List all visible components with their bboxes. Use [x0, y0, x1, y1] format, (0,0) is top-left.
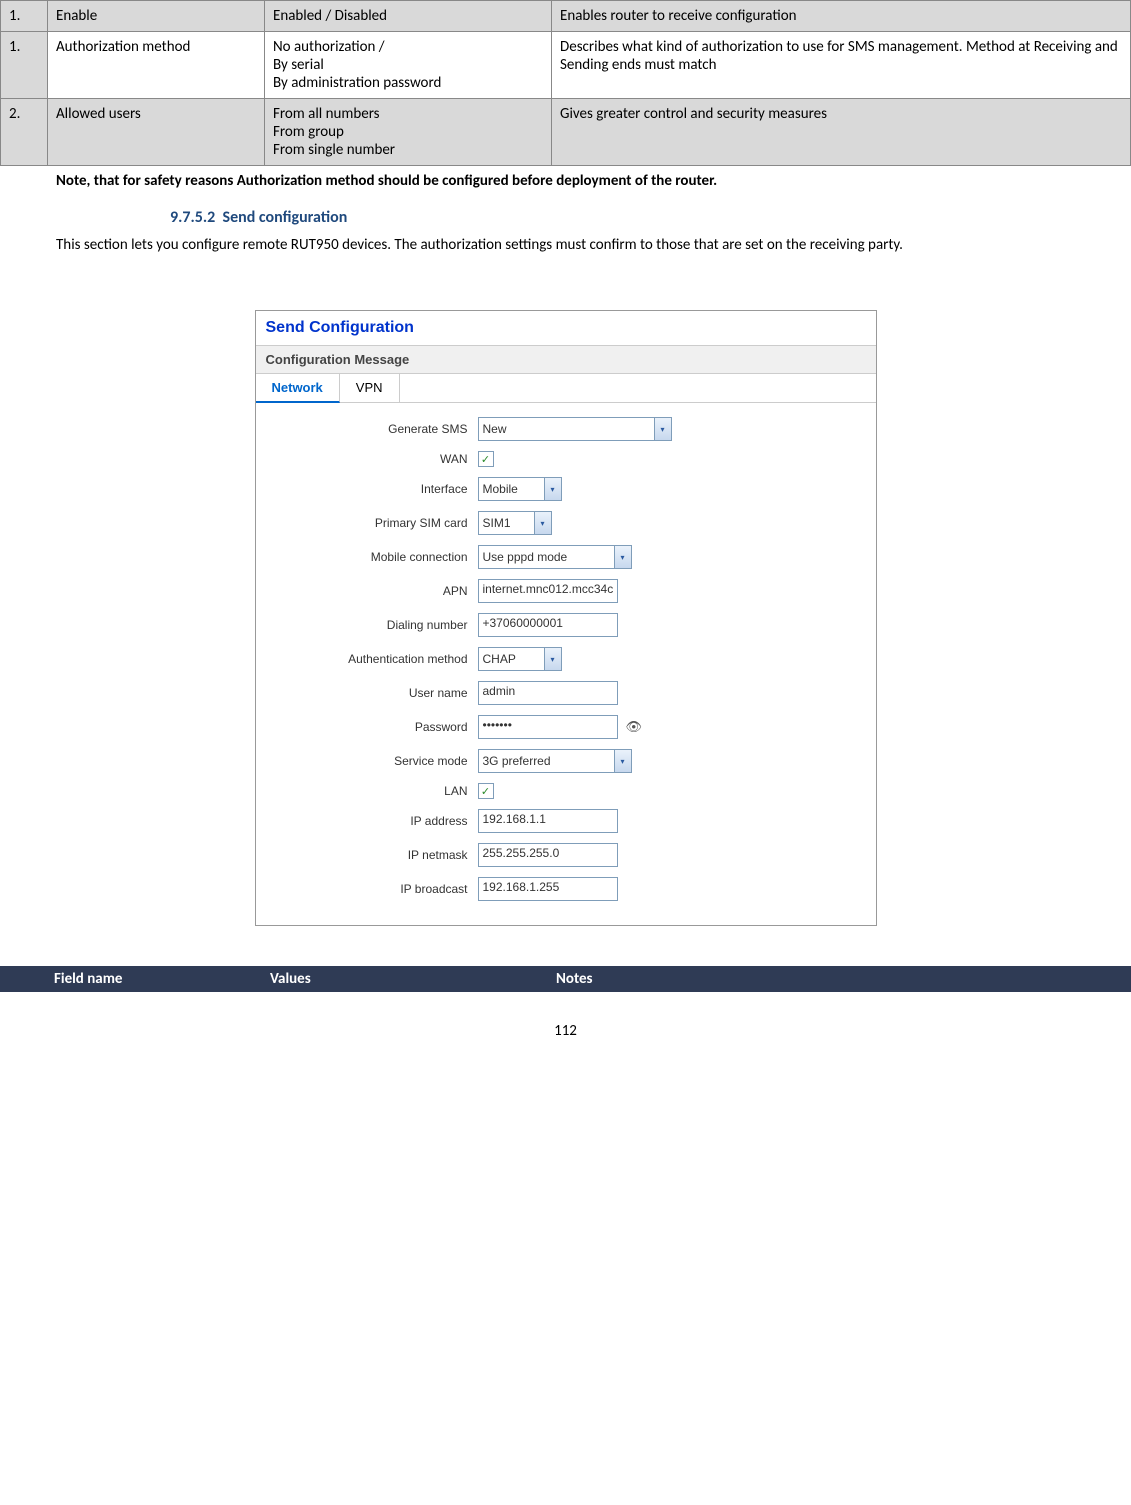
control-cell-username: admin — [478, 681, 618, 705]
panel-title: Send Configuration — [256, 311, 876, 346]
section-body-text: This section lets you configure remote R… — [0, 231, 1131, 260]
table-cell: Authorization method — [48, 32, 265, 99]
select-mobileConn[interactable]: Use pppd mode — [478, 545, 632, 569]
form-row-serviceMode: Service mode3G preferred▾ — [268, 749, 864, 773]
chevron-down-icon: ▾ — [614, 546, 631, 568]
control-cell-wan: ✓ — [478, 451, 494, 467]
label-lan: LAN — [268, 784, 478, 798]
table-row: 2.Allowed usersFrom all numbers From gro… — [1, 99, 1131, 166]
table-row: 1.Authorization methodNo authorization /… — [1, 32, 1131, 99]
header-col-notes: Notes — [548, 966, 1131, 992]
table-cell: 1. — [1, 32, 48, 99]
input-ipaddr[interactable]: 192.168.1.1 — [478, 809, 618, 833]
input-broadcast[interactable]: 192.168.1.255 — [478, 877, 618, 901]
chevron-down-icon: ▾ — [614, 750, 631, 772]
control-cell-serviceMode: 3G preferred▾ — [478, 749, 632, 773]
form-row-dialing: Dialing number+37060000001 — [268, 613, 864, 637]
label-ipaddr: IP address — [268, 814, 478, 828]
control-cell-interface: Mobile▾ — [478, 477, 562, 501]
table-cell: Enables router to receive configuration — [552, 1, 1131, 32]
input-dialing[interactable]: +37060000001 — [478, 613, 618, 637]
form-row-mobileConn: Mobile connectionUse pppd mode▾ — [268, 545, 864, 569]
form-row-username: User nameadmin — [268, 681, 864, 705]
form-row-ipaddr: IP address192.168.1.1 — [268, 809, 864, 833]
control-cell-generateSms: New▾ — [478, 417, 672, 441]
control-cell-primarySim: SIM1▾ — [478, 511, 552, 535]
control-cell-mobileConn: Use pppd mode▾ — [478, 545, 632, 569]
panel-form: Generate SMSNew▾WAN✓InterfaceMobile▾Prim… — [256, 403, 876, 925]
control-cell-apn: internet.mnc012.mcc34c — [478, 579, 618, 603]
table-row: 1.EnableEnabled / DisabledEnables router… — [1, 1, 1131, 32]
form-row-password: Password••••••• 👁 — [268, 715, 864, 739]
header-col-fieldname: Field name — [46, 966, 262, 992]
section-title: Send configuration — [223, 208, 348, 227]
form-row-broadcast: IP broadcast192.168.1.255 — [268, 877, 864, 901]
chevron-down-icon: ▾ — [654, 418, 671, 440]
form-row-interface: InterfaceMobile▾ — [268, 477, 864, 501]
label-serviceMode: Service mode — [268, 754, 478, 768]
form-row-generateSms: Generate SMSNew▾ — [268, 417, 864, 441]
label-password: Password — [268, 720, 478, 734]
control-cell-ipaddr: 192.168.1.1 — [478, 809, 618, 833]
control-cell-password: ••••••• 👁 — [478, 715, 643, 739]
checkbox-wan[interactable]: ✓ — [478, 451, 494, 467]
table-cell: No authorization / By serial By administ… — [265, 32, 552, 99]
send-configuration-panel: Send Configuration Configuration Message… — [255, 310, 877, 926]
panel-tabs: NetworkVPN — [256, 374, 876, 403]
form-row-netmask: IP netmask255.255.255.0 — [268, 843, 864, 867]
table-cell: 2. — [1, 99, 48, 166]
table-cell: Describes what kind of authorization to … — [552, 32, 1131, 99]
form-row-apn: APNinternet.mnc012.mcc34c — [268, 579, 864, 603]
label-netmask: IP netmask — [268, 848, 478, 862]
table-cell: Enable — [48, 1, 265, 32]
label-auth: Authentication method — [268, 652, 478, 666]
header-col-blank — [0, 966, 46, 992]
input-netmask[interactable]: 255.255.255.0 — [478, 843, 618, 867]
header-col-values: Values — [262, 966, 548, 992]
table-cell: Enabled / Disabled — [265, 1, 552, 32]
table-cell: 1. — [1, 1, 48, 32]
chevron-down-icon: ▾ — [534, 512, 551, 534]
label-wan: WAN — [268, 452, 478, 466]
form-row-lan: LAN✓ — [268, 783, 864, 799]
form-row-auth: Authentication methodCHAP▾ — [268, 647, 864, 671]
page-number: 112 — [0, 992, 1131, 1058]
top-params-table: 1.EnableEnabled / DisabledEnables router… — [0, 0, 1131, 166]
checkbox-lan[interactable]: ✓ — [478, 783, 494, 799]
control-cell-broadcast: 192.168.1.255 — [478, 877, 618, 901]
input-username[interactable]: admin — [478, 681, 618, 705]
chevron-down-icon: ▾ — [544, 648, 561, 670]
control-cell-netmask: 255.255.255.0 — [478, 843, 618, 867]
form-row-primarySim: Primary SIM cardSIM1▾ — [268, 511, 864, 535]
select-generateSms[interactable]: New — [478, 417, 672, 441]
label-username: User name — [268, 686, 478, 700]
section-number: 9.7.5.2 — [170, 208, 215, 227]
label-generateSms: Generate SMS — [268, 422, 478, 436]
label-mobileConn: Mobile connection — [268, 550, 478, 564]
label-broadcast: IP broadcast — [268, 882, 478, 896]
tab-network[interactable]: Network — [256, 374, 340, 403]
table-cell: From all numbers From group From single … — [265, 99, 552, 166]
chevron-down-icon: ▾ — [544, 478, 561, 500]
control-cell-dialing: +37060000001 — [478, 613, 618, 637]
section-heading: 9.7.5.2 Send configuration — [0, 196, 1131, 231]
table-cell: Allowed users — [48, 99, 265, 166]
label-interface: Interface — [268, 482, 478, 496]
tab-vpn[interactable]: VPN — [340, 374, 400, 402]
input-apn[interactable]: internet.mnc012.mcc34c — [478, 579, 618, 603]
label-dialing: Dialing number — [268, 618, 478, 632]
control-cell-auth: CHAP▾ — [478, 647, 562, 671]
select-serviceMode[interactable]: 3G preferred — [478, 749, 632, 773]
panel-subtitle: Configuration Message — [256, 346, 876, 374]
table-cell: Gives greater control and security measu… — [552, 99, 1131, 166]
form-row-wan: WAN✓ — [268, 451, 864, 467]
safety-note: Note, that for safety reasons Authorizat… — [0, 166, 1131, 196]
label-apn: APN — [268, 584, 478, 598]
eye-icon[interactable]: 👁 — [626, 719, 643, 735]
input-password[interactable]: ••••••• — [478, 715, 618, 739]
bottom-header-table: Field name Values Notes — [0, 966, 1131, 992]
control-cell-lan: ✓ — [478, 783, 494, 799]
label-primarySim: Primary SIM card — [268, 516, 478, 530]
